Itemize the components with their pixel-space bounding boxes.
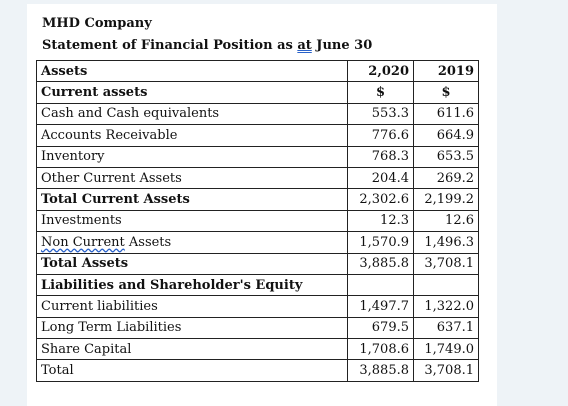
row-label: Total Current Assets: [36, 188, 348, 211]
row-label: Cash and Cash equivalents: [36, 102, 348, 126]
row-value-2020: 12.3: [347, 209, 414, 233]
row-value-2020: 204.4: [347, 166, 414, 190]
table-header-row: Assets 2,020 2019: [36, 59, 479, 83]
row-label-part-a: Non Current: [41, 234, 125, 250]
statement-at: at: [297, 38, 312, 53]
row-label: Liabilities and Shareholder's Equity: [36, 273, 348, 297]
row-value-2020: 1,708.6: [347, 338, 414, 361]
row-value-2019: [413, 273, 479, 297]
row-value-2020: 768.3: [347, 145, 414, 168]
row-label: Other Current Assets: [36, 166, 348, 190]
row-label: Inventory: [36, 145, 348, 168]
table-row: Share Capital 1,708.6 1,749.0: [36, 338, 479, 361]
table-row: Accounts Receivable 776.6 664.9: [36, 124, 479, 147]
row-label: Share Capital: [36, 338, 348, 361]
row-label: Total Assets: [36, 252, 348, 275]
header-year-2020: 2,020: [347, 59, 414, 83]
table-row: Current assets $ $: [36, 81, 479, 104]
row-value-2019: 3,708.1: [413, 359, 479, 382]
row-value-2019: 2,199.2: [413, 188, 479, 211]
row-value-2020: 1,497.7: [347, 295, 414, 318]
statement-suffix: June 30: [311, 38, 373, 53]
row-value-2020: [347, 273, 414, 297]
row-value-2019: 1,749.0: [413, 338, 479, 361]
row-value-2020: $: [347, 81, 414, 104]
statement-prefix: Statement of Financial Position as: [42, 38, 298, 53]
row-value-2019: 1,322.0: [413, 295, 479, 318]
row-label: Current assets: [36, 81, 348, 104]
table-row: Current liabilities 1,497.7 1,322.0: [36, 295, 479, 318]
statement-title: Statement of Financial Position as at Ju…: [42, 38, 372, 54]
table-row: Long Term Liabilities 679.5 637.1: [36, 316, 479, 340]
table-row: Total 3,885.8 3,708.1: [36, 359, 479, 382]
row-value-2020: 776.6: [347, 124, 414, 147]
row-value-2020: 2,302.6: [347, 188, 414, 211]
company-title: MHD Company: [42, 16, 152, 31]
row-value-2019: 637.1: [413, 316, 479, 340]
header-assets: Assets: [36, 59, 348, 83]
row-label: Non Current Assets: [36, 231, 348, 254]
row-label: Long Term Liabilities: [36, 316, 348, 340]
row-label: Accounts Receivable: [36, 124, 348, 147]
row-value-2020: 553.3: [347, 102, 414, 126]
table-row: Liabilities and Shareholder's Equity: [36, 273, 479, 297]
document-page: MHD Company Statement of Financial Posit…: [27, 4, 497, 406]
row-value-2020: 3,885.8: [347, 359, 414, 382]
header-year-2019: 2019: [413, 59, 479, 83]
table-row: Total Assets 3,885.8 3,708.1: [36, 252, 479, 275]
row-value-2019: 3,708.1: [413, 252, 479, 275]
row-value-2019: $: [413, 81, 479, 104]
financial-table: Assets 2,020 2019 Current assets $ $ Cas…: [36, 59, 479, 382]
row-value-2019: 611.6: [413, 102, 479, 126]
row-value-2019: 269.2: [413, 166, 479, 190]
table-row: Total Current Assets 2,302.6 2,199.2: [36, 188, 479, 211]
table-row: Investments 12.3 12.6: [36, 209, 479, 233]
table-row: Other Current Assets 204.4 269.2: [36, 166, 479, 190]
row-label: Total: [36, 359, 348, 382]
table-row: Non Current Assets 1,570.9 1,496.3: [36, 231, 479, 254]
table-row: Inventory 768.3 653.5: [36, 145, 479, 168]
row-value-2020: 1,570.9: [347, 231, 414, 254]
row-value-2019: 12.6: [413, 209, 479, 233]
row-value-2019: 1,496.3: [413, 231, 479, 254]
row-value-2020: 679.5: [347, 316, 414, 340]
table-row: Cash and Cash equivalents 553.3 611.6: [36, 102, 479, 126]
row-label: Investments: [36, 209, 348, 233]
row-value-2019: 664.9: [413, 124, 479, 147]
row-label: Current liabilities: [36, 295, 348, 318]
row-value-2020: 3,885.8: [347, 252, 414, 275]
row-label-part-b: Assets: [124, 234, 172, 250]
row-value-2019: 653.5: [413, 145, 479, 168]
